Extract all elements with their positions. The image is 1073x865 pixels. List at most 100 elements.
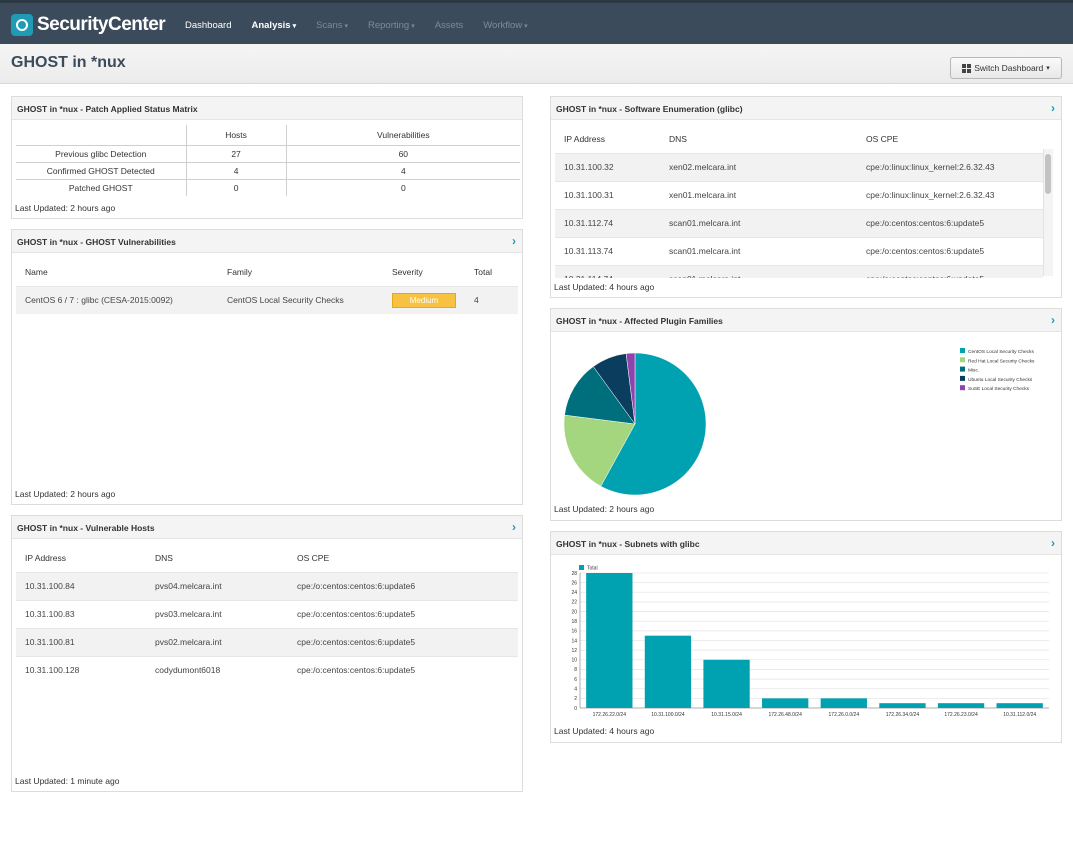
pie-slice[interactable]: [564, 366, 636, 425]
chevron-right-icon[interactable]: ›: [1051, 101, 1055, 115]
ip-address-cell: 10.31.114.74: [555, 264, 660, 278]
bar[interactable]: [586, 573, 633, 708]
y-tick-label: 14: [571, 638, 577, 644]
column-header-name[interactable]: Name: [25, 266, 48, 277]
vulnerable-hosts-panel: GHOST in *nux - Vulnerable Hosts › IP Ad…: [11, 515, 523, 792]
nav-item-scans[interactable]: Scans ▾: [316, 20, 348, 31]
table-row[interactable]: 10.31.112.74 scan01.melcara.int cpe:/o:cen…: [555, 208, 1043, 237]
dns-cell: scan01.melcara.int: [660, 208, 857, 237]
table-row[interactable]: 10.31.113.74 scan01.melcara.int cpe:/o:cen…: [555, 236, 1043, 265]
chevron-right-icon[interactable]: ›: [512, 520, 516, 534]
nav-item-label: Dashboard: [185, 19, 232, 31]
chevron-right-icon[interactable]: ›: [512, 234, 516, 248]
panel-header: GHOST in *nux - Software Enumeration (gl…: [551, 97, 1061, 120]
os-cpe-cell: cpe:/o:linux:linux_kernel:2.6.32.43: [857, 180, 1043, 209]
vuln-name: CentOS 6 / 7 : glibc (CESA-2015:0092): [16, 285, 218, 314]
last-updated: Last Updated: 4 hours ago: [554, 282, 655, 292]
os-cpe-cell: cpe:/o:centos:centos:6:update6: [288, 571, 518, 600]
panel-title: GHOST in *nux - Subnets with glibc: [556, 539, 700, 549]
column-header-severity[interactable]: Severity: [392, 266, 423, 277]
table-row[interactable]: CentOS 6 / 7 : glibc (CESA-2015:0092) Ce…: [16, 285, 518, 314]
nav-item-assets[interactable]: Assets: [435, 20, 464, 31]
column-header-os-cpe[interactable]: OS CPE: [297, 552, 330, 563]
ip-address-cell: 10.31.113.74: [555, 236, 660, 265]
matrix-row: Confirmed GHOST Detected 4 4: [16, 161, 520, 179]
table-row[interactable]: 10.31.100.81 pvs02.melcara.int cpe:/o:cent…: [16, 627, 518, 656]
legend-swatch: [960, 348, 965, 353]
ip-address-cell: 10.31.100.83: [16, 599, 146, 628]
column-header-ip[interactable]: IP Address: [564, 133, 605, 144]
column-header-total[interactable]: Total: [474, 266, 492, 277]
last-updated: Last Updated: 2 hours ago: [554, 504, 655, 514]
panel-title: GHOST in *nux - Patch Applied Status Mat…: [17, 104, 198, 114]
column-header-dns[interactable]: DNS: [669, 133, 687, 144]
app-logo[interactable]: SecurityCenter: [11, 13, 166, 37]
ip-address-cell: 10.31.100.128: [16, 655, 146, 684]
software-enumeration-panel: GHOST in *nux - Software Enumeration (gl…: [550, 96, 1062, 298]
dns-cell: codydumont6018: [146, 655, 288, 684]
column-header-dns[interactable]: DNS: [155, 552, 173, 563]
nav-item-label: Reporting: [368, 19, 410, 31]
chevron-down-icon: ▾: [292, 22, 297, 30]
bar[interactable]: [937, 703, 985, 708]
matrix-vulns-value[interactable]: 4: [285, 161, 520, 179]
table-row[interactable]: 10.31.100.84 pvs04.melcara.int cpe:/o:cent…: [16, 571, 518, 600]
vuln-total: 4: [465, 285, 518, 314]
dns-cell: pvs04.melcara.int: [146, 571, 288, 600]
software-table-scroll[interactable]: IP Address DNS OS CPE 10.31.100.32 xen02.…: [555, 125, 1055, 278]
pie-slice[interactable]: [600, 352, 707, 496]
column-header-family[interactable]: Family: [227, 266, 253, 277]
matrix-hosts-value[interactable]: 27: [185, 144, 287, 162]
column-header-os-cpe[interactable]: OS CPE: [866, 133, 899, 144]
pie-slice[interactable]: [563, 414, 636, 487]
nav-item-dashboard[interactable]: Dashboard: [185, 20, 231, 31]
bar[interactable]: [820, 698, 867, 708]
y-tick-label: 6: [574, 677, 577, 683]
nav-item-workflow[interactable]: Workflow ▾: [483, 20, 527, 31]
panel-title: GHOST in *nux - GHOST Vulnerabilities: [17, 237, 176, 247]
app-name: SecurityCenter: [37, 14, 166, 35]
dns-cell: scan01.melcara.int: [660, 264, 857, 278]
matrix-vulns-value[interactable]: 0: [285, 178, 520, 196]
matrix-vulns-value[interactable]: 60: [285, 144, 520, 162]
nav-item-label: Workflow: [483, 19, 523, 31]
pie-slice[interactable]: [625, 352, 636, 425]
os-cpe-cell: cpe:/o:centos:centos:6:update5: [288, 627, 518, 656]
bar[interactable]: [879, 703, 926, 708]
os-cpe-cell: cpe:/o:centos:centos:6:update5: [857, 208, 1043, 237]
table-row[interactable]: 10.31.100.31 xen01.melcara.int cpe:/o:linu…: [555, 180, 1043, 209]
bar[interactable]: [996, 703, 1043, 708]
nav-item-label: Assets: [434, 19, 464, 31]
chevron-down-icon: ▾: [344, 22, 348, 30]
panel-header: GHOST in *nux - GHOST Vulnerabilities ›: [12, 230, 522, 253]
table-row[interactable]: 10.31.100.83 pvs03.melcara.int cpe:/o:cent…: [16, 599, 518, 628]
column-header-ip[interactable]: IP Address: [25, 552, 66, 563]
switch-dashboard-button[interactable]: Switch Dashboard ▾: [950, 57, 1062, 79]
chevron-down-icon: ▾: [411, 22, 415, 30]
bar[interactable]: [762, 698, 809, 708]
table-row[interactable]: 10.31.100.32 xen02.melcara.int cpe:/o:linu…: [555, 152, 1043, 181]
main-nav: Dashboard Analysis ▾ Scans ▾ Reporting ▾ Assets…: [175, 3, 538, 47]
chevron-right-icon[interactable]: ›: [1051, 313, 1055, 327]
table-row[interactable]: 10.31.114.74scan01.melcara.intcpe:/o:cen…: [555, 264, 1043, 278]
chevron-right-icon[interactable]: ›: [1051, 536, 1055, 550]
ip-address-cell: 10.31.100.84: [16, 571, 146, 600]
os-cpe-cell: cpe:/o:centos:centos:6:update5: [288, 655, 518, 684]
dns-cell: scan01.melcara.int: [660, 236, 857, 265]
dns-cell: pvs03.melcara.int: [146, 599, 288, 628]
x-tick-label: 172.26.34.0/24: [886, 712, 920, 718]
nav-item-label: Scans: [316, 19, 343, 31]
matrix-hosts-value[interactable]: 4: [185, 161, 287, 179]
y-tick-label: 4: [574, 687, 577, 693]
bar[interactable]: [644, 635, 692, 708]
matrix-row: Previous glibc Detection 27 60: [16, 144, 520, 162]
nav-item-analysis[interactable]: Analysis ▾: [251, 20, 296, 31]
matrix-hosts-value[interactable]: 0: [185, 178, 287, 196]
scrollbar-thumb[interactable]: [1045, 154, 1051, 194]
bar[interactable]: [703, 659, 750, 708]
nav-item-reporting[interactable]: Reporting ▾: [368, 20, 415, 31]
last-updated: Last Updated: 4 hours ago: [554, 726, 655, 736]
table-row[interactable]: 10.31.100.128 codydumont6018 cpe:/o:centos…: [16, 655, 518, 684]
scrollbar-track[interactable]: [1043, 149, 1053, 276]
